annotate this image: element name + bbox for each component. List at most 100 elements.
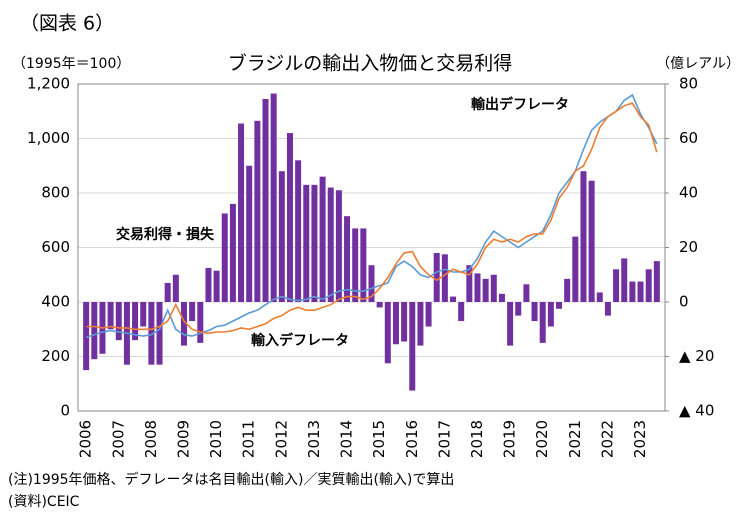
- x-tick-label: 2020: [533, 420, 551, 458]
- bar: [523, 284, 530, 302]
- bar: [286, 133, 293, 302]
- bar: [205, 267, 212, 302]
- bar: [474, 273, 481, 302]
- y-tick-label: 400: [41, 293, 70, 311]
- x-tick-label: 2008: [142, 420, 160, 458]
- bar: [172, 274, 179, 302]
- y2-tick-label: 20: [679, 238, 698, 256]
- bar: [278, 171, 285, 302]
- bar: [344, 216, 351, 302]
- x-tick-label: 2007: [109, 420, 127, 458]
- x-tick-label: 2017: [435, 420, 453, 458]
- bar: [417, 302, 424, 346]
- bar: [360, 228, 367, 302]
- bar: [572, 236, 579, 302]
- bar: [596, 292, 603, 302]
- bar: [107, 302, 114, 330]
- line: [85, 93, 658, 339]
- bar: [604, 302, 611, 316]
- bar: [466, 265, 473, 302]
- y2-tick-label: 40: [679, 184, 698, 202]
- bar: [164, 282, 171, 302]
- bar: [613, 269, 620, 302]
- bar: [115, 302, 122, 341]
- chart-header: （図表 6）: [20, 13, 114, 35]
- x-tick-label: 2012: [272, 420, 290, 458]
- bar: [352, 228, 359, 302]
- bar: [531, 302, 538, 322]
- bar: [433, 252, 440, 302]
- chart-title: ブラジルの輸出入物価と交易利得: [228, 52, 513, 75]
- x-tick-label: 2010: [207, 420, 225, 458]
- y2-tick-label: 80: [679, 75, 698, 93]
- bar: [441, 254, 448, 302]
- x-tick-label: 2018: [468, 420, 486, 458]
- bar: [132, 302, 139, 341]
- note: (資料)CEIC: [8, 494, 80, 510]
- bar: [515, 302, 522, 316]
- bar: [490, 274, 497, 302]
- plot-frame: [77, 83, 666, 412]
- bar: [507, 302, 514, 346]
- bar: [629, 281, 636, 302]
- x-tick-label: 2023: [631, 420, 649, 458]
- bar: [458, 302, 465, 322]
- y-axis-label: （1995年＝100）: [12, 56, 130, 72]
- x-tick-label: 2006: [77, 420, 95, 458]
- bar: [368, 265, 375, 302]
- bar: [156, 302, 163, 365]
- x-tick-label: 2016: [403, 420, 421, 458]
- y-tick-label: 600: [41, 238, 70, 256]
- y2-tick-label: 0: [679, 293, 689, 311]
- bar: [588, 180, 595, 302]
- bar: [246, 165, 253, 302]
- x-tick-label: 2013: [305, 420, 323, 458]
- series-label: 交易利得・損失: [116, 226, 215, 243]
- y2-tick-label: ▲ 20: [679, 347, 714, 365]
- x-tick-label: 2021: [566, 420, 584, 458]
- bar: [376, 302, 383, 308]
- bar: [409, 302, 416, 391]
- bar: [213, 270, 220, 302]
- bar: [539, 302, 546, 343]
- bar: [180, 302, 187, 346]
- bar: [645, 269, 652, 302]
- series-label: 輸入デフレータ: [251, 332, 349, 349]
- line: [86, 102, 658, 335]
- bar: [189, 302, 196, 322]
- bar: [295, 160, 302, 302]
- bar: [392, 302, 399, 345]
- bar: [556, 302, 563, 309]
- bar: [270, 93, 277, 302]
- bar: [450, 296, 457, 302]
- y2-tick-label: ▲ 40: [679, 402, 714, 420]
- bar: [91, 302, 98, 360]
- x-tick-label: 2014: [338, 420, 356, 458]
- bar: [197, 302, 204, 343]
- bar: [254, 120, 261, 302]
- bar: [653, 261, 660, 302]
- x-tick-label: 2011: [240, 420, 258, 458]
- y-tick-label: 0: [60, 402, 70, 420]
- y-tick-label: 800: [41, 184, 70, 202]
- bar: [262, 98, 269, 302]
- x-tick-label: 2022: [598, 420, 616, 458]
- series-label: 輸出デフレータ: [471, 96, 569, 113]
- bar: [140, 302, 147, 327]
- y-tick-label: 1,000: [27, 129, 70, 147]
- bar: [401, 302, 408, 342]
- bar: [498, 293, 505, 302]
- bar: [335, 190, 342, 302]
- bar: [425, 302, 432, 327]
- bar: [547, 302, 554, 327]
- bar: [83, 302, 90, 371]
- bar: [384, 302, 391, 364]
- bar: [327, 187, 334, 302]
- y2-tick-label: 60: [679, 129, 698, 147]
- x-tick-label: 2009: [174, 420, 192, 458]
- bar: [221, 213, 228, 302]
- bar: [148, 302, 155, 365]
- x-tick-label: 2015: [370, 420, 388, 458]
- bar: [238, 123, 245, 302]
